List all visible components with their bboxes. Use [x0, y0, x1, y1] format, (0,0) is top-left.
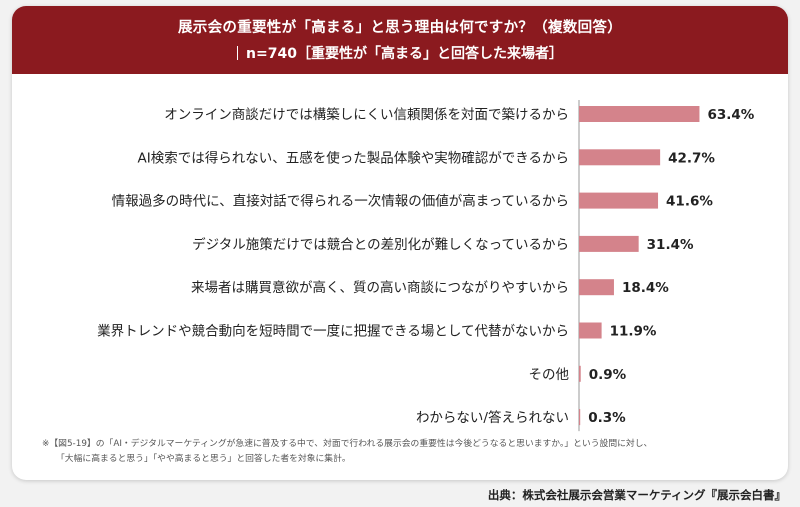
- subtitle-divider: [237, 46, 239, 60]
- data-label: 42.7%: [668, 150, 715, 166]
- source-credit: 出典：株式会社展示会営業マーケティング『展示会白書』: [487, 488, 786, 502]
- data-label: 31.4%: [647, 237, 694, 253]
- bar: [579, 322, 602, 339]
- category-label: 来場者は購買意欲が高く、質の高い商談につながりやすいから: [191, 279, 569, 296]
- bar: [579, 106, 700, 122]
- data-label: 18.4%: [622, 280, 669, 296]
- category-label: AI検索では得られない、五感を使った製品体験や実物確認ができるから: [138, 149, 569, 166]
- bar-chart: オンライン商談だけでは構築しにくい信頼関係を対面で築けるから 63.4% AI検索で…: [97, 100, 755, 432]
- data-label: 63.4%: [707, 107, 754, 123]
- data-label: 0.3%: [588, 410, 626, 426]
- category-label: 業界トレンドや競合動向を短時間で一度に把握できる場として代替がないから: [97, 324, 569, 340]
- chart-subtitle: n=740［重要性が「高まる」と回答した来場者］: [246, 46, 563, 62]
- category-label: わからない/答えられない: [416, 409, 569, 426]
- bar: [579, 409, 581, 426]
- chart-title: 展示会の重要性が「高まる」と思う理由は何ですか？（複数回答）: [178, 20, 622, 36]
- data-label: 0.9%: [589, 367, 627, 383]
- footnote-line-2: 「大幅に高まると思う」「やや高まると思う」と回答した者を対象に集計。: [56, 454, 351, 464]
- chart-card: 展示会の重要性が「高まる」と思う理由は何ですか？（複数回答） n=740［重要性…: [12, 6, 788, 480]
- bar: [579, 149, 661, 166]
- category-label: オンライン商談だけでは構築しにくい信頼関係を対面で築けるから: [164, 107, 569, 123]
- chart-header: 展示会の重要性が「高まる」と思う理由は何ですか？（複数回答） n=740［重要性…: [12, 6, 788, 74]
- footnote-line-1: ※【図5-19】の「AI・デジタルマーケティングが急速に普及する中で、対面で行わ…: [42, 439, 653, 449]
- chart-subtitle-row: n=740［重要性が「高まる」と回答した来場者］: [12, 43, 788, 63]
- category-label: 情報過多の時代に、直接対話で得られる一次情報の価値が高まっているから: [112, 193, 569, 210]
- category-label: その他: [529, 367, 570, 383]
- bar: [579, 192, 659, 209]
- category-label: デジタル施策だけでは競合との差別化が難しくなっているから: [192, 236, 569, 253]
- bar: [579, 365, 581, 382]
- data-label: 41.6%: [666, 194, 713, 210]
- bar: [579, 279, 614, 296]
- data-label: 11.9%: [610, 324, 657, 340]
- bar: [579, 235, 639, 252]
